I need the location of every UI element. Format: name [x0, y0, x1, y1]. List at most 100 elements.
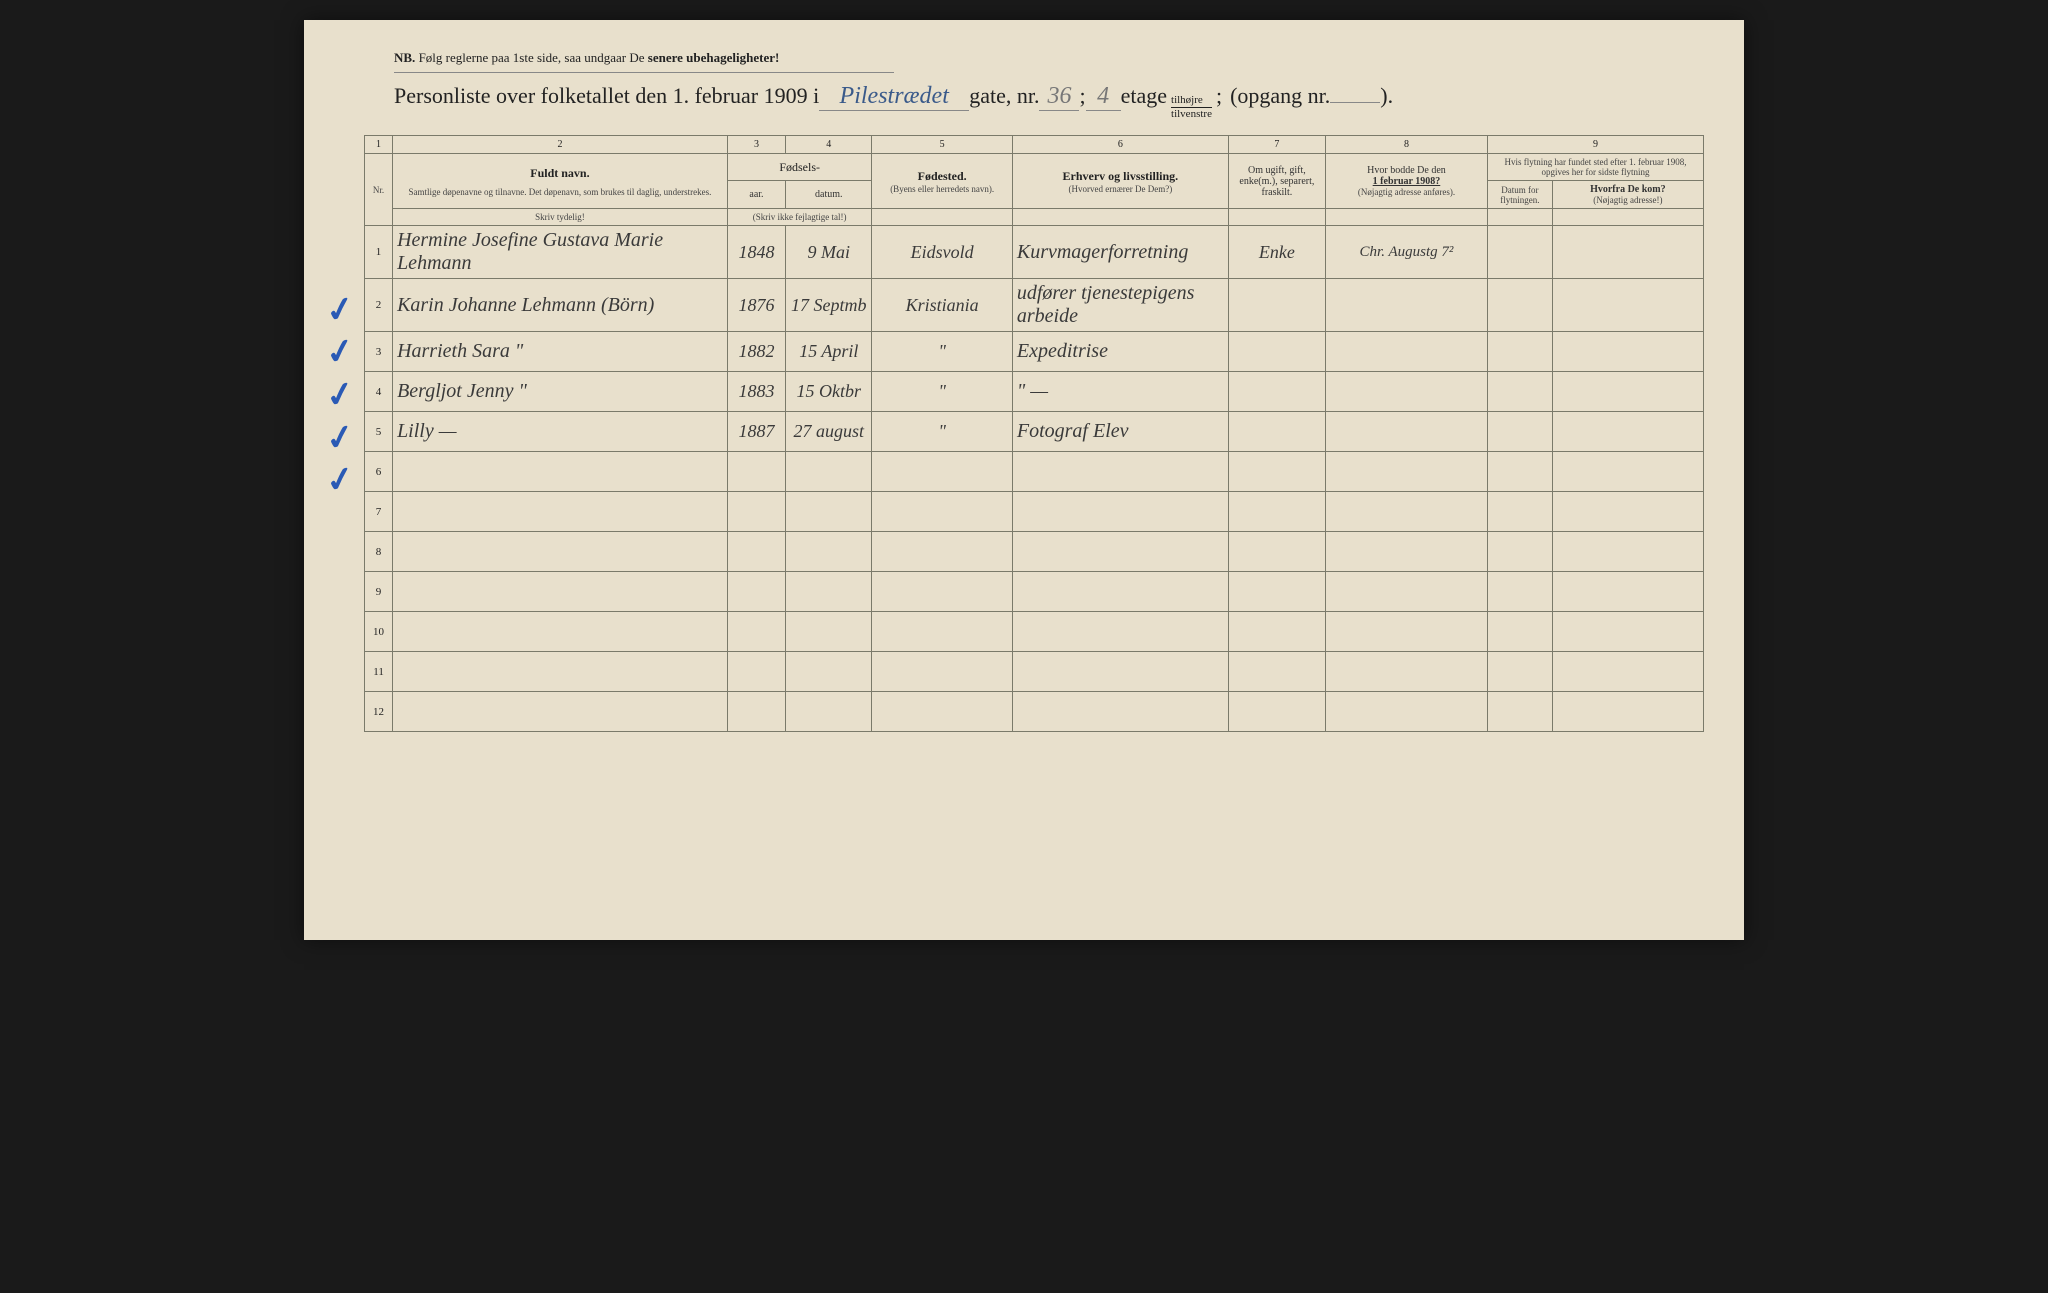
row-number: 1 [365, 226, 393, 279]
hdr-prev-date: 1 februar 1908? [1373, 176, 1441, 187]
nb-notice: NB. Følg reglerne paa 1ste side, saa und… [394, 50, 894, 73]
table-row: 9 [365, 572, 1704, 612]
cell-place [872, 652, 1012, 692]
cell-move-date [1487, 332, 1552, 372]
cell-year: 1887 [727, 412, 785, 452]
cell-year [727, 612, 785, 652]
table-row: 3Harrieth Sara "188215 April"Expeditrise [365, 332, 1704, 372]
cell-occupation: udfører tjenestepigens arbeide [1012, 279, 1228, 332]
cell-year [727, 452, 785, 492]
cell-year [727, 532, 785, 572]
census-table: 1 2 3 4 5 6 7 8 9 Nr. Fuldt navn. Samtli… [364, 135, 1704, 732]
cell-move-date [1487, 372, 1552, 412]
cell-occupation: Expeditrise [1012, 332, 1228, 372]
cell-occupation [1012, 452, 1228, 492]
cell-year: 1882 [727, 332, 785, 372]
table-row: 10 [365, 612, 1704, 652]
hdr-nr: Nr. [365, 154, 393, 226]
cell-place: " [872, 332, 1012, 372]
cell-prev-address [1325, 372, 1487, 412]
cell-marital [1228, 652, 1325, 692]
cell-prev-address: Chr. Augustg 7² [1325, 226, 1487, 279]
title-part3: etage [1121, 83, 1167, 109]
cell-name: Karin Johanne Lehmann (Börn) [393, 279, 728, 332]
cell-name: Lilly — [393, 412, 728, 452]
row-number: 10 [365, 612, 393, 652]
cell-marital: Enke [1228, 226, 1325, 279]
cell-date [786, 532, 872, 572]
table-row: 6 [365, 452, 1704, 492]
cell-year [727, 492, 785, 532]
cell-date: 9 Mai [786, 226, 872, 279]
cell-from [1552, 612, 1703, 652]
cell-date [786, 572, 872, 612]
hdr-name: Fuldt navn. Samtlige døpenavne og tilnav… [393, 154, 728, 209]
row-number: 3 [365, 332, 393, 372]
cell-from [1552, 412, 1703, 452]
header-row-3: Skriv tydelig! (Skriv ikke fejlagtige ta… [365, 209, 1704, 226]
cell-from [1552, 572, 1703, 612]
hdr-name-main: Fuldt navn. [530, 166, 589, 180]
hdr-occ-main: Erhverv og livsstilling. [1063, 169, 1179, 183]
hdr-name-note: Skriv tydelig! [393, 209, 728, 226]
colnum-row: 1 2 3 4 5 6 7 8 9 [365, 136, 1704, 154]
cell-move-date [1487, 612, 1552, 652]
cell-name: Hermine Josefine Gustava Marie Lehmann [393, 226, 728, 279]
row-number: 2 [365, 279, 393, 332]
cell-prev-address [1325, 279, 1487, 332]
cell-occupation [1012, 572, 1228, 612]
hdr-date: datum. [786, 181, 872, 209]
cell-date: 15 Oktbr [786, 372, 872, 412]
nb-prefix: NB. [394, 50, 415, 65]
checkmark-icon: ✓ [323, 458, 358, 502]
title-part4: (opgang nr. [1230, 83, 1330, 109]
cell-marital [1228, 492, 1325, 532]
cell-place [872, 532, 1012, 572]
cell-name: Bergljot Jenny " [393, 372, 728, 412]
cell-prev-address [1325, 332, 1487, 372]
row-number: 11 [365, 652, 393, 692]
cell-move-date [1487, 452, 1552, 492]
cell-name [393, 452, 728, 492]
cell-move-date [1487, 532, 1552, 572]
cell-prev-address [1325, 692, 1487, 732]
hdr-from-sub: (Nøjagtig adresse!) [1557, 195, 1699, 205]
cell-move-date [1487, 279, 1552, 332]
street-blank: Pilestrædet [819, 83, 969, 111]
cell-prev-address [1325, 572, 1487, 612]
row-number: 6 [365, 452, 393, 492]
hdr-prev: Hvor bodde De den 1 februar 1908? (Nøjag… [1325, 154, 1487, 209]
cell-from [1552, 532, 1703, 572]
side-fraction: tilhøjre tilvenstre [1171, 95, 1212, 120]
nr-blank: 36 [1039, 83, 1079, 111]
cell-name [393, 652, 728, 692]
hdr-place-main: Fødested. [918, 169, 967, 183]
nb-text: Følg reglerne paa 1ste side, saa undgaar… [419, 50, 645, 65]
cell-occupation [1012, 652, 1228, 692]
hdr-move-from: Hvorfra De kom? (Nøjagtig adresse!) [1552, 181, 1703, 209]
cell-place: Kristiania [872, 279, 1012, 332]
cell-occupation: Kurvmagerforretning [1012, 226, 1228, 279]
title-part5: ). [1380, 83, 1393, 109]
cell-occupation [1012, 692, 1228, 732]
cell-year [727, 572, 785, 612]
colnum-3: 3 [727, 136, 785, 154]
cell-marital [1228, 452, 1325, 492]
floor-blank: 4 [1086, 83, 1121, 111]
cell-from [1552, 372, 1703, 412]
table-row: 7 [365, 492, 1704, 532]
cell-from [1552, 332, 1703, 372]
colnum-6: 6 [1012, 136, 1228, 154]
cell-place: Eidsvold [872, 226, 1012, 279]
table-body: 1Hermine Josefine Gustava Marie Lehmann 1… [365, 226, 1704, 732]
frac-top: tilhøjre [1171, 95, 1212, 108]
cell-date [786, 652, 872, 692]
colnum-7: 7 [1228, 136, 1325, 154]
cell-marital [1228, 372, 1325, 412]
table-row: 12 [365, 692, 1704, 732]
hdr-occ: Erhverv og livsstilling. (Hvorved ernære… [1012, 154, 1228, 209]
frac-bot: tilvenstre [1171, 108, 1212, 120]
table-row: 11 [365, 652, 1704, 692]
colnum-4: 4 [786, 136, 872, 154]
cell-date [786, 492, 872, 532]
